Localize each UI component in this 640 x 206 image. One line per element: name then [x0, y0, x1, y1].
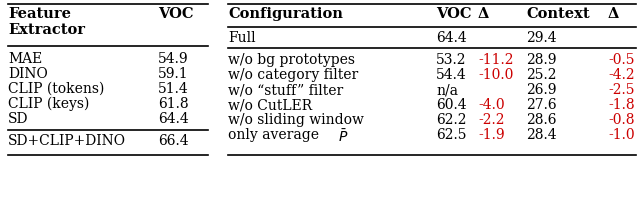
Text: 27.6: 27.6: [526, 98, 557, 112]
Text: n/a: n/a: [436, 83, 458, 97]
Text: w/o sliding window: w/o sliding window: [228, 113, 364, 127]
Text: 29.4: 29.4: [526, 31, 557, 45]
Text: 59.1: 59.1: [158, 67, 189, 81]
Text: 60.4: 60.4: [436, 98, 467, 112]
Text: VOC: VOC: [436, 7, 472, 21]
Text: w/o “stuff” filter: w/o “stuff” filter: [228, 83, 343, 97]
Text: Full: Full: [228, 31, 255, 45]
Text: -0.5: -0.5: [608, 53, 634, 67]
Text: SD: SD: [8, 112, 29, 126]
Text: Δ: Δ: [608, 7, 620, 21]
Text: 62.5: 62.5: [436, 128, 467, 142]
Text: 51.4: 51.4: [158, 82, 189, 96]
Text: 54.4: 54.4: [436, 68, 467, 82]
Text: -4.2: -4.2: [608, 68, 635, 82]
Text: 61.8: 61.8: [158, 97, 189, 111]
Text: 64.4: 64.4: [158, 112, 189, 126]
Text: w/o CutLER: w/o CutLER: [228, 98, 312, 112]
Text: MAE: MAE: [8, 52, 42, 66]
Text: 28.6: 28.6: [526, 113, 557, 127]
Text: Configuration: Configuration: [228, 7, 343, 21]
Text: -1.9: -1.9: [478, 128, 504, 142]
Text: 28.9: 28.9: [526, 53, 557, 67]
Text: -2.2: -2.2: [478, 113, 504, 127]
Text: -1.0: -1.0: [608, 128, 635, 142]
Text: -1.8: -1.8: [608, 98, 635, 112]
Text: 66.4: 66.4: [158, 134, 189, 148]
Text: w/o bg prototypes: w/o bg prototypes: [228, 53, 355, 67]
Text: -4.0: -4.0: [478, 98, 504, 112]
Text: -10.0: -10.0: [478, 68, 513, 82]
Text: only average: only average: [228, 128, 323, 142]
Text: 28.4: 28.4: [526, 128, 557, 142]
Text: -11.2: -11.2: [478, 53, 513, 67]
Text: 25.2: 25.2: [526, 68, 557, 82]
Text: -0.8: -0.8: [608, 113, 634, 127]
Text: 64.4: 64.4: [436, 31, 467, 45]
Text: SD+CLIP+DINO: SD+CLIP+DINO: [8, 134, 126, 148]
Text: $\bar{P}$: $\bar{P}$: [338, 128, 348, 145]
Text: Context: Context: [526, 7, 589, 21]
Text: 26.9: 26.9: [526, 83, 557, 97]
Text: 54.9: 54.9: [158, 52, 189, 66]
Text: DINO: DINO: [8, 67, 48, 81]
Text: CLIP (keys): CLIP (keys): [8, 97, 90, 111]
Text: 53.2: 53.2: [436, 53, 467, 67]
Text: Δ: Δ: [478, 7, 490, 21]
Text: VOC: VOC: [158, 7, 193, 21]
Text: 62.2: 62.2: [436, 113, 467, 127]
Text: CLIP (tokens): CLIP (tokens): [8, 82, 104, 96]
Text: w/o category filter: w/o category filter: [228, 68, 358, 82]
Text: Feature
Extractor: Feature Extractor: [8, 7, 85, 37]
Text: -2.5: -2.5: [608, 83, 634, 97]
